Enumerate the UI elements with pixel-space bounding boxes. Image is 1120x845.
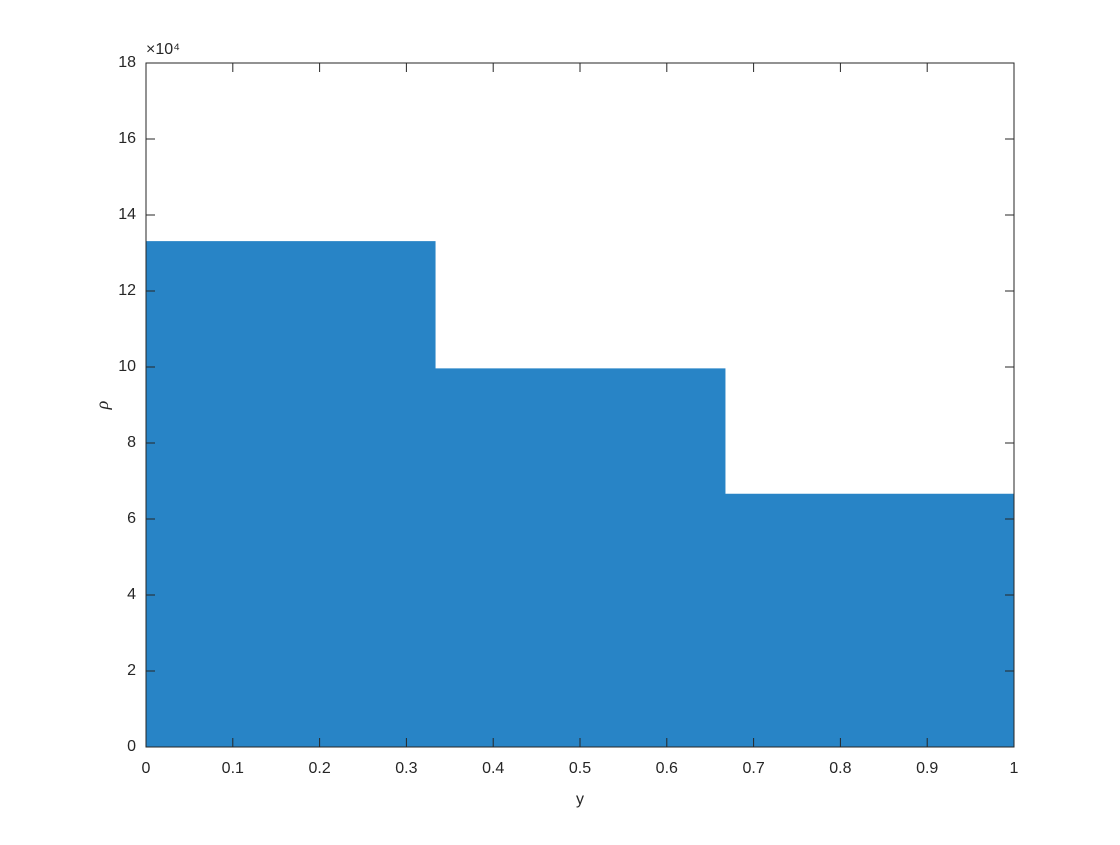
x-tick-label: 0.5	[569, 760, 591, 777]
x-tick-label: 0.4	[482, 760, 504, 777]
x-tick-label: 0.8	[829, 760, 851, 777]
x-tick-label: 0.3	[395, 760, 417, 777]
y-tick-label: 0	[127, 738, 136, 755]
y-tick-label: 8	[127, 434, 136, 451]
y-tick-label: 2	[127, 662, 136, 679]
y-tick-label: 16	[118, 130, 136, 147]
area	[145, 241, 1015, 748]
y-tick-label: 10	[118, 358, 136, 375]
y-tick-label: 14	[118, 206, 136, 223]
y-tick-label: 18	[118, 54, 136, 71]
y-tick-label: 12	[118, 282, 136, 299]
x-tick-label: 0.6	[656, 760, 678, 777]
x-tick-label: 1	[1010, 760, 1019, 777]
y-tick-label: 6	[127, 510, 136, 527]
x-tick-label: 0.9	[916, 760, 938, 777]
y-axis-label: ρ	[92, 400, 112, 410]
x-tick-label: 0.1	[222, 760, 244, 777]
x-tick-label: 0.2	[308, 760, 330, 777]
y-multiplier: ×10⁴	[146, 41, 180, 58]
x-tick-label: 0	[142, 760, 151, 777]
x-axis-label: y	[576, 791, 584, 808]
x-tick-label: 0.7	[742, 760, 764, 777]
y-tick-label: 4	[127, 586, 136, 603]
